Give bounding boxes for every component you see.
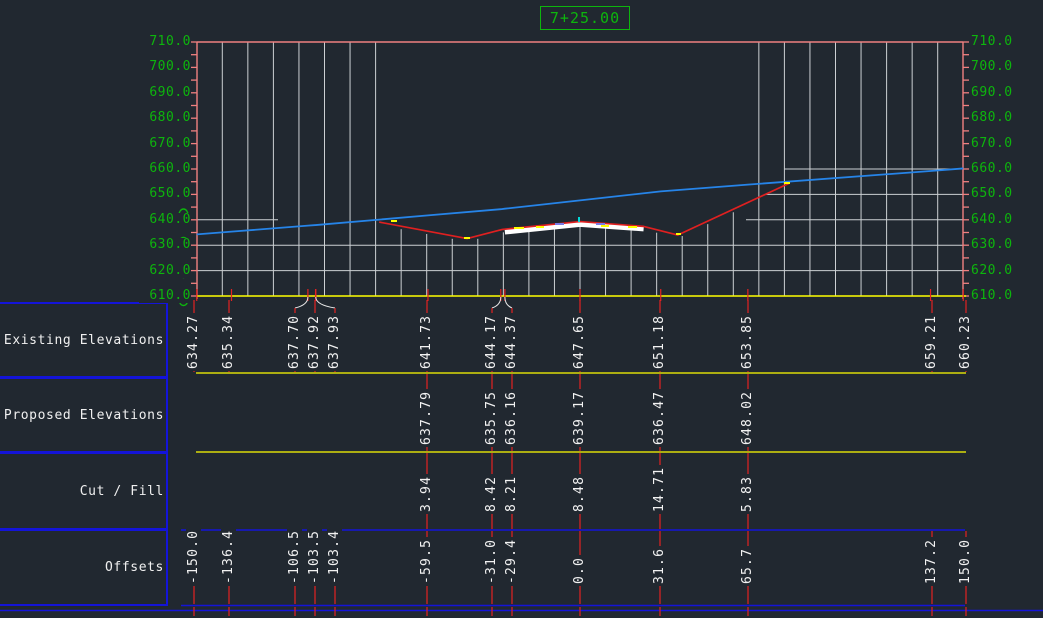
yellow-point-marker [784,182,790,184]
existing-elevation-value: 647.65 [572,312,587,371]
cyan-centerline-marker [578,217,580,222]
yellow-point-marker [628,226,637,228]
proposed-elevation-value: 636.16 [504,388,519,447]
elevation-label-right: 620.0 [971,262,1013,278]
yellow-point-marker [464,237,470,239]
row-header-offsets: Offsets [0,529,168,606]
elevation-label-left: 610.0 [139,289,191,303]
elevation-label-right: 680.0 [971,110,1013,126]
row-header-label: Offsets [105,560,164,575]
existing-elevation-value: 644.37 [504,312,519,371]
proposed-elevation-value: 637.79 [419,388,434,447]
existing-elevation-value: 641.73 [419,312,434,371]
existing-elevation-value: 637.70 [287,312,302,371]
elevation-label-left: 640.0 [139,212,191,227]
yellow-point-marker [601,225,609,227]
elevation-label-left: 690.0 [139,85,191,100]
row-header-label: Proposed Elevations [3,407,164,423]
yellow-point-marker [676,233,681,235]
elevation-label-right: 660.0 [971,161,1013,176]
elevation-label-left: 650.0 [139,187,191,202]
station-title-label: 7+25.00 [549,9,621,27]
yellow-point-marker [391,220,397,222]
row-header-label: Cut / Fill [79,483,164,499]
cut-fill-value: 8.48 [572,473,587,514]
existing-elevation-value: 634.27 [186,312,201,371]
elevation-label-right: 670.0 [971,135,1013,151]
elevation-label-right: 610.0 [971,288,1013,303]
offset-value: 31.6 [652,545,667,586]
proposed-elevation-value: 635.75 [484,388,499,447]
label-leader-arc [491,296,502,309]
row-header-cut-fill: Cut / Fill [0,452,168,530]
offset-value: 0.0 [572,554,587,586]
cut-fill-value: 5.83 [740,473,755,514]
elevation-label-left: 670.0 [139,136,191,151]
cut-fill-value: 8.42 [484,473,499,514]
offset-value: -59.5 [419,536,434,586]
existing-elevation-value: 644.17 [484,312,499,371]
offset-value: -136.4 [221,527,236,586]
road-surface-band [504,221,644,235]
elevation-label-right: 700.0 [971,59,1013,75]
elevation-label-right: 630.0 [971,237,1013,253]
offset-value: 65.7 [740,545,755,586]
offset-value: -29.4 [504,536,519,586]
offset-value: -103.4 [327,527,342,586]
proposed-elevation-value: 636.47 [652,388,667,447]
row-header-proposed-elevations: Proposed Elevations [0,377,168,453]
elevation-label-right: 650.0 [971,186,1013,202]
label-leader-arc [504,296,513,309]
existing-elevation-value: 651.18 [652,312,667,371]
existing-elevation-value: 637.93 [327,312,342,371]
existing-elevation-value: 660.23 [958,312,973,371]
existing-ground-line [196,167,964,236]
cut-fill-value: 8.21 [504,473,519,514]
yellow-point-marker [536,226,544,228]
offset-value: -31.0 [484,536,499,586]
proposed-elevation-value: 639.17 [572,388,587,447]
row-header-existing-elevations: Existing Elevations [0,302,168,378]
row-header-label: Existing Elevations [3,332,164,348]
existing-elevation-value: 659.21 [924,312,939,371]
yellow-point-marker [514,227,524,229]
proposed-grade-line [379,182,791,240]
elevation-label-right: 690.0 [971,84,1013,100]
existing-elevation-value: 653.85 [740,312,755,371]
cut-fill-value: 14.71 [652,464,667,514]
label-leader-arc [315,296,336,309]
violet-dash-marker [555,223,564,225]
offset-value: -106.5 [287,527,302,586]
elevation-label-left: 710.0 [139,35,191,49]
proposed-elevation-value: 648.02 [740,388,755,447]
offset-value: 150.0 [958,536,973,586]
offset-value: -103.5 [307,527,322,586]
elevation-label-left: 700.0 [139,60,191,75]
elevation-label-left: 660.0 [139,162,191,176]
elevation-label-left: 620.0 [139,263,191,278]
existing-elevation-value: 635.34 [221,312,236,371]
offset-value: 137.2 [924,536,939,586]
offset-value: -150.0 [186,527,201,586]
label-leader-arc [294,296,309,309]
station-title-box: 7+25.00 [540,6,630,30]
elevation-label-right: 640.0 [971,211,1013,227]
elevation-label-left: 630.0 [139,238,191,253]
elevation-label-left: 680.0 [139,111,191,126]
cut-fill-value: 3.94 [419,473,434,514]
violet-dash-marker [596,223,605,225]
existing-elevation-value: 637.92 [307,312,322,371]
elevation-label-right: 710.0 [971,34,1013,49]
